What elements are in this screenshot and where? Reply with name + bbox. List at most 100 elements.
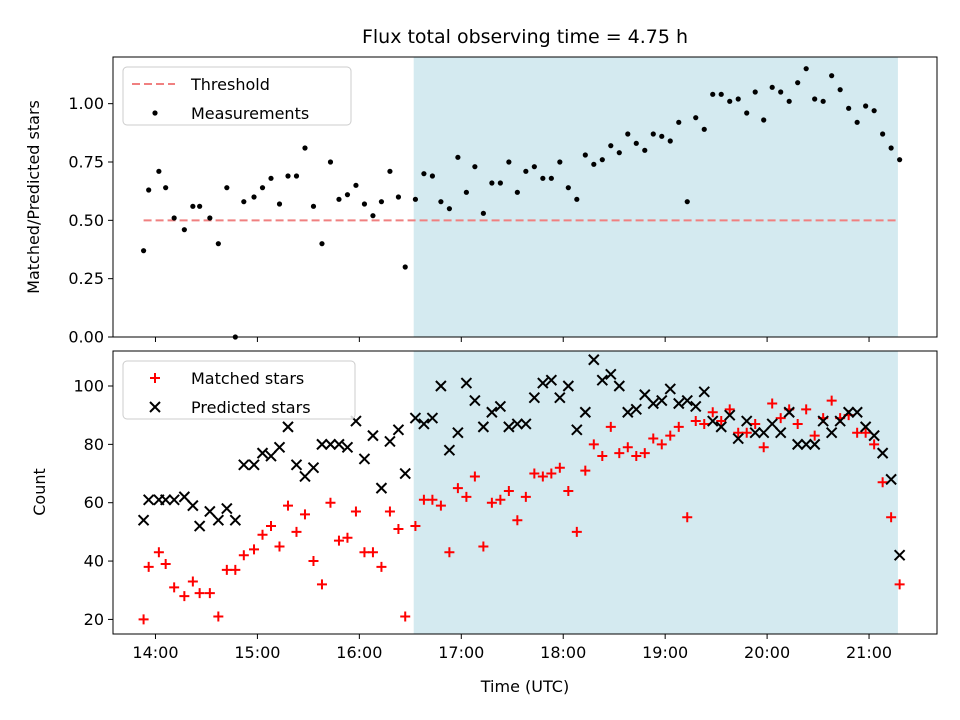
top-panel: 0.00 0.25 0.50 0.75 1.00 Threshold Measurement… [68, 56, 938, 347]
predicted-point [707, 415, 719, 427]
matched-point [809, 430, 820, 441]
measurement-point [259, 185, 266, 191]
matched-point [153, 547, 164, 558]
x-tick-label: 16:00 [336, 643, 382, 662]
matched-point [860, 427, 871, 438]
predicted-point [588, 354, 600, 366]
matched-point [194, 588, 205, 599]
measurement-point [344, 192, 351, 198]
predicted-point [817, 415, 829, 427]
predicted-point [460, 377, 473, 389]
y-tick-label: 0.00 [68, 328, 104, 347]
matched-point [877, 477, 888, 488]
predicted-point [749, 426, 761, 439]
y-tick-label: 100 [73, 377, 104, 396]
legend-label: Threshold [190, 75, 270, 94]
legend: Threshold Measurements [122, 66, 352, 126]
predicted-point [757, 426, 770, 439]
predicted-point [248, 459, 260, 471]
predicted-point [367, 429, 379, 442]
matched-point [333, 535, 344, 546]
measurement-point [361, 201, 368, 207]
predicted-point [868, 429, 880, 442]
matched-point [682, 512, 693, 523]
predicted-point [571, 424, 583, 436]
matched-point [249, 544, 260, 555]
predicted-point [520, 418, 532, 430]
matched-point [359, 547, 370, 558]
matched-point [213, 611, 224, 622]
predicted-point [469, 394, 481, 407]
legend-box [122, 360, 356, 420]
predicted-point [639, 389, 651, 401]
predicted-point [392, 424, 405, 436]
y-tick-label: 0.50 [68, 211, 104, 230]
measurement-point [224, 185, 230, 191]
matched-point [418, 494, 429, 505]
predicted-point [193, 520, 206, 532]
matched-point [393, 523, 404, 534]
measurement-point [540, 175, 546, 181]
predicted-point [452, 426, 464, 439]
matched-point [648, 433, 659, 444]
measurement-point [846, 105, 852, 111]
measurement-point [156, 168, 162, 174]
observing-span [413, 351, 898, 634]
x-tick-label: 17:00 [438, 643, 484, 662]
measurement-point [241, 199, 247, 205]
measurement-point [412, 196, 419, 202]
measurement-point [854, 119, 860, 125]
predicted-point [596, 374, 609, 386]
predicted-point [178, 491, 191, 503]
matched-point [435, 500, 446, 511]
measurement-point [472, 164, 478, 170]
measurement-point [353, 182, 359, 188]
matched-point [503, 486, 514, 497]
matched-point [580, 465, 591, 476]
measurement-point [829, 73, 835, 79]
matched-point [495, 494, 506, 505]
predicted-point [808, 438, 821, 451]
x-tick-label: 18:00 [540, 643, 586, 662]
measurement-point [591, 161, 597, 167]
predicted-point [273, 441, 286, 453]
predicted-point [876, 447, 889, 459]
predicted-point [265, 450, 277, 462]
matched-point [169, 582, 180, 593]
matched-point [869, 439, 880, 450]
measurement-point [897, 157, 903, 163]
matched-point [597, 451, 608, 462]
matched-point [707, 407, 718, 418]
predicted-point [791, 438, 804, 451]
measurement-point [197, 203, 203, 209]
measurement-point [650, 131, 656, 137]
plot-frame [112, 56, 938, 338]
predicted-point [409, 412, 422, 424]
matched-point [775, 413, 786, 424]
matched-point [342, 532, 353, 543]
measurement-point [402, 264, 408, 270]
measurement-point [181, 227, 187, 233]
predicted-point [605, 368, 617, 381]
matched-point [230, 564, 241, 575]
predicted-point [766, 418, 778, 430]
matched-point [733, 427, 744, 438]
predicted-point [885, 473, 897, 486]
predicted-point [238, 459, 250, 471]
predicted-point [299, 470, 311, 483]
measurement-point [693, 115, 699, 121]
predicted-point [690, 400, 702, 413]
measurement-point [701, 126, 707, 132]
predicted-point [324, 438, 337, 451]
predicted-point [486, 406, 498, 418]
matched-point [308, 556, 319, 567]
matched-point [656, 439, 667, 450]
measurement-point [837, 87, 843, 93]
predicted-point [399, 467, 411, 480]
legend-marker-swatch [149, 401, 161, 413]
measurement-point [497, 180, 503, 186]
measurement-point [863, 103, 869, 109]
matched-point [826, 395, 837, 406]
predicted-point [256, 447, 269, 459]
